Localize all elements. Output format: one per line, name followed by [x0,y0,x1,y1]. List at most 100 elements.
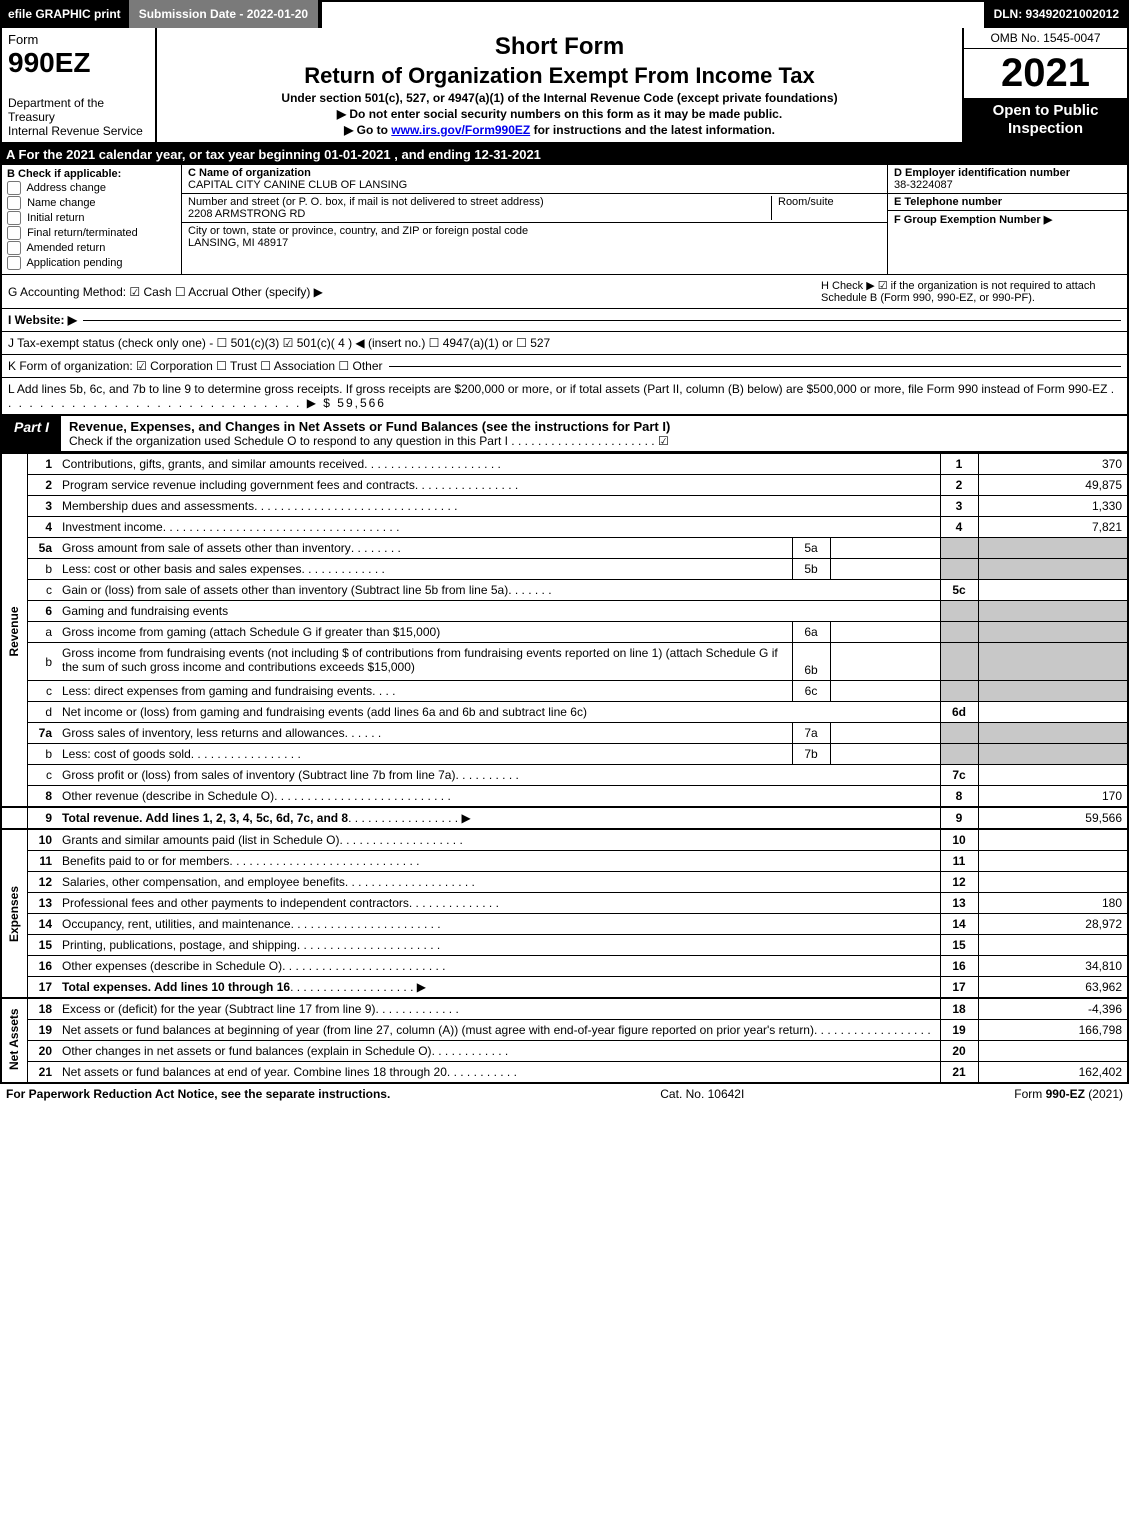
line-18: Net Assets 18 Excess or (deficit) for th… [1,998,1128,1020]
l10-text: Grants and similar amounts paid (list in… [62,833,339,847]
l20-num: 20 [27,1041,57,1062]
l7b-col-grey [940,744,978,765]
website-field[interactable] [83,320,1121,321]
l4-text: Investment income [62,520,163,534]
l5b-midval[interactable] [830,559,940,580]
line-6b: b Gross income from fundraising events (… [1,643,1128,681]
line-12: 12 Salaries, other compensation, and emp… [1,872,1128,893]
efile-print[interactable]: efile GRAPHIC print [0,0,129,28]
chk-name-change[interactable]: Name change [7,196,176,210]
l6c-midval[interactable] [830,681,940,702]
l17-val: 63,962 [978,977,1128,999]
l6-val-grey [978,601,1128,622]
row-k: K Form of organization: ☑ Corporation ☐ … [0,354,1129,377]
l18-text: Excess or (deficit) for the year (Subtra… [62,1002,375,1016]
l10-col: 10 [940,829,978,851]
l19-desc: Net assets or fund balances at beginning… [57,1020,940,1041]
footer-right-bold: 990-EZ [1046,1087,1085,1101]
l15-num: 15 [27,935,57,956]
l7a-midval[interactable] [830,723,940,744]
line-10: Expenses 10 Grants and similar amounts p… [1,829,1128,851]
topbar: efile GRAPHIC print Submission Date - 20… [0,0,1129,28]
line-8: 8 Other revenue (describe in Schedule O)… [1,786,1128,808]
l10-desc: Grants and similar amounts paid (list in… [57,829,940,851]
l14-num: 14 [27,914,57,935]
row-a: A For the 2021 calendar year, or tax yea… [0,144,1129,165]
l7a-col-grey [940,723,978,744]
l5a-midval[interactable] [830,538,940,559]
l21-num: 21 [27,1062,57,1083]
l6b-val-grey [978,643,1128,681]
l13-num: 13 [27,893,57,914]
city-block: City or town, state or province, country… [182,223,887,251]
instruction-2: ▶ Go to www.irs.gov/Form990EZ for instru… [165,123,954,137]
chk-amended-return[interactable]: Amended return [7,241,176,255]
l5c-col: 5c [940,580,978,601]
instruction-1: ▶ Do not enter social security numbers o… [165,107,954,121]
l21-text: Net assets or fund balances at end of ye… [62,1065,447,1079]
form-title: Return of Organization Exempt From Incom… [165,63,954,89]
other-org-field[interactable] [389,366,1121,367]
l4-desc: Investment income . . . . . . . . . . . … [57,517,940,538]
opt-address-change: Address change [26,182,106,194]
l6a-midval[interactable] [830,622,940,643]
b-title: B Check if applicable: [7,168,121,180]
d-label: D Employer identification number [894,167,1070,179]
l1-desc: Contributions, gifts, grants, and simila… [57,454,940,475]
l6a-desc: Gross income from gaming (attach Schedul… [57,622,792,643]
col-def: D Employer identification number 38-3224… [887,165,1127,274]
l19-val: 166,798 [978,1020,1128,1041]
l11-desc: Benefits paid to or for members . . . . … [57,851,940,872]
row-g-h: G Accounting Method: ☑ Cash ☐ Accrual Ot… [0,274,1129,308]
l12-col: 12 [940,872,978,893]
h-schedule-b: H Check ▶ ☑ if the organization is not r… [821,279,1121,304]
ein: 38-3224087 [894,179,953,191]
l7b-midval[interactable] [830,744,940,765]
line-7a: 7a Gross sales of inventory, less return… [1,723,1128,744]
irs-link[interactable]: www.irs.gov/Form990EZ [391,123,530,137]
e-label: E Telephone number [894,196,1002,208]
l6d-col: 6d [940,702,978,723]
city: LANSING, MI 48917 [188,237,288,249]
l7a-num: 7a [27,723,57,744]
chk-final-return[interactable]: Final return/terminated [7,226,176,240]
l-text: L Add lines 5b, 6c, and 7b to line 9 to … [8,382,1107,396]
l7c-desc: Gross profit or (loss) from sales of inv… [57,765,940,786]
l14-val: 28,972 [978,914,1128,935]
l5c-num: c [27,580,57,601]
l13-text: Professional fees and other payments to … [62,896,409,910]
footer-right-post: (2021) [1085,1087,1123,1101]
l17-num: 17 [27,977,57,999]
l8-desc: Other revenue (describe in Schedule O) .… [57,786,940,808]
form-of-organization: K Form of organization: ☑ Corporation ☐ … [8,359,383,373]
l21-desc: Net assets or fund balances at end of ye… [57,1062,940,1083]
part-1-note: Check if the organization used Schedule … [69,434,1119,448]
revenue-sidebar: Revenue [1,454,27,808]
header-left: Form 990EZ Department of the Treasury In… [2,28,157,142]
l19-text: Net assets or fund balances at beginning… [62,1023,814,1037]
line-4: 4 Investment income . . . . . . . . . . … [1,517,1128,538]
chk-application-pending[interactable]: Application pending [7,256,176,270]
l2-num: 2 [27,475,57,496]
l5a-midcol: 5a [792,538,830,559]
l8-text: Other revenue (describe in Schedule O) [62,789,274,803]
l6a-num: a [27,622,57,643]
form-header: Form 990EZ Department of the Treasury In… [0,28,1129,144]
part-1-title-text: Revenue, Expenses, and Changes in Net As… [69,419,670,434]
l11-text: Benefits paid to or for members [62,854,229,868]
l6a-midcol: 6a [792,622,830,643]
street-label: Number and street (or P. O. box, if mail… [188,196,771,208]
footer-mid: Cat. No. 10642I [390,1087,1014,1101]
l7b-desc: Less: cost of goods sold . . . . . . . .… [57,744,792,765]
g-accounting: G Accounting Method: ☑ Cash ☐ Accrual Ot… [8,285,323,299]
l7a-midcol: 7a [792,723,830,744]
part-1-header: Part I Revenue, Expenses, and Changes in… [0,415,1129,453]
row-l: L Add lines 5b, 6c, and 7b to line 9 to … [0,377,1129,415]
opt-application-pending: Application pending [26,257,122,269]
l6b-midval[interactable] [830,643,940,681]
l13-desc: Professional fees and other payments to … [57,893,940,914]
line-20: 20 Other changes in net assets or fund b… [1,1041,1128,1062]
chk-initial-return[interactable]: Initial return [7,211,176,225]
chk-address-change[interactable]: Address change [7,181,176,195]
opt-amended-return: Amended return [26,242,105,254]
